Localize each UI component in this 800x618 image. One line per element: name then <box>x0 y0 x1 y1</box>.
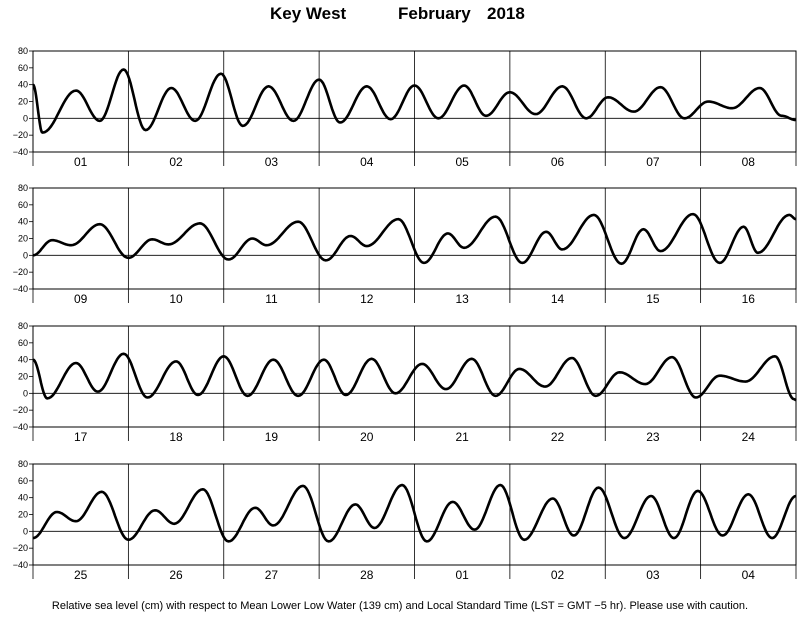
y-tick-label: −40 <box>13 560 28 570</box>
y-tick-label: 0 <box>23 526 28 536</box>
month-label: February <box>398 4 471 23</box>
y-tick-label: −20 <box>13 267 28 277</box>
y-tick-label: 80 <box>18 459 28 469</box>
day-label: 01 <box>456 568 470 582</box>
day-label: 23 <box>646 430 660 444</box>
day-label: 24 <box>742 430 756 444</box>
day-label: 28 <box>360 568 374 582</box>
day-label: 03 <box>265 155 279 169</box>
y-tick-label: 20 <box>18 234 28 244</box>
day-label: 04 <box>742 568 756 582</box>
chart-title: Key West February 2018 <box>0 4 800 26</box>
day-label: 02 <box>169 155 183 169</box>
y-tick-label: 0 <box>23 113 28 123</box>
day-label: 25 <box>74 568 88 582</box>
y-tick-label: 20 <box>18 97 28 107</box>
y-tick-label: 20 <box>18 372 28 382</box>
day-label: 03 <box>646 568 660 582</box>
day-label: 16 <box>742 292 756 306</box>
tide-series-line <box>32 483 797 543</box>
day-label: 10 <box>169 292 183 306</box>
day-label: 08 <box>742 155 756 169</box>
day-label: 09 <box>74 292 88 306</box>
day-label: 13 <box>456 292 470 306</box>
year-label: 2018 <box>487 4 525 23</box>
y-tick-label: −40 <box>13 422 28 432</box>
y-tick-label: 60 <box>18 338 28 348</box>
day-label: 05 <box>456 155 470 169</box>
day-label: 19 <box>265 430 279 444</box>
y-tick-label: −40 <box>13 284 28 294</box>
day-label: 14 <box>551 292 565 306</box>
day-label: 01 <box>74 155 88 169</box>
day-label: 02 <box>551 568 565 582</box>
y-tick-label: 0 <box>23 388 28 398</box>
y-tick-label: 40 <box>18 217 28 227</box>
y-tick-label: 40 <box>18 355 28 365</box>
tide-series-line <box>32 212 797 266</box>
day-label: 06 <box>551 155 565 169</box>
day-label: 22 <box>551 430 565 444</box>
y-tick-label: −20 <box>13 543 28 553</box>
y-tick-label: 60 <box>18 63 28 73</box>
day-label: 18 <box>169 430 183 444</box>
y-tick-label: 80 <box>18 183 28 193</box>
y-tick-label: −40 <box>13 147 28 157</box>
day-label: 27 <box>265 568 279 582</box>
tide-series-line <box>32 68 797 134</box>
chart-caption: Relative sea level (cm) with respect to … <box>51 600 749 612</box>
y-tick-label: −20 <box>13 405 28 415</box>
y-tick-label: 20 <box>18 510 28 520</box>
y-tick-label: 80 <box>18 46 28 56</box>
day-label: 20 <box>360 430 374 444</box>
y-tick-label: −20 <box>13 130 28 140</box>
tide-series-line <box>32 352 798 402</box>
y-tick-label: 60 <box>18 200 28 210</box>
day-label: 12 <box>360 292 374 306</box>
y-tick-label: 80 <box>18 321 28 331</box>
y-tick-label: 40 <box>18 80 28 90</box>
station-name: Key West <box>270 4 347 23</box>
day-label: 21 <box>456 430 470 444</box>
y-tick-label: 0 <box>23 250 28 260</box>
day-label: 11 <box>265 292 278 306</box>
day-label: 15 <box>646 292 660 306</box>
day-label: 17 <box>74 430 88 444</box>
y-tick-label: 40 <box>18 493 28 503</box>
day-label: 07 <box>646 155 660 169</box>
day-label: 04 <box>360 155 374 169</box>
day-label: 26 <box>169 568 183 582</box>
y-tick-label: 60 <box>18 476 28 486</box>
